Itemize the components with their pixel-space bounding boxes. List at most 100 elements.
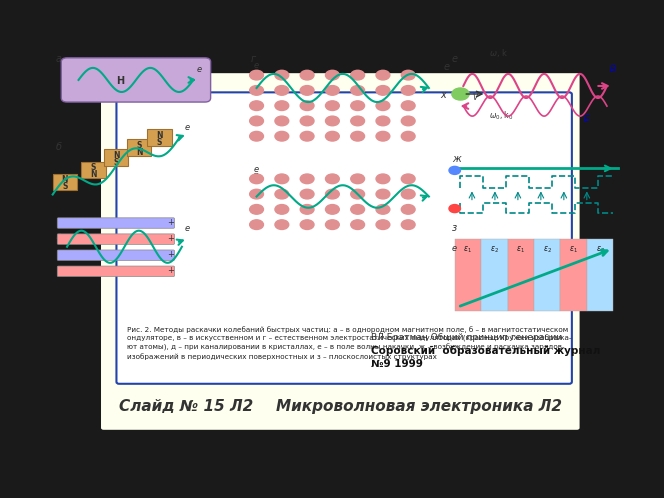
Circle shape — [351, 189, 365, 199]
Bar — [507, 239, 534, 311]
FancyBboxPatch shape — [61, 58, 210, 102]
Circle shape — [250, 131, 264, 141]
Circle shape — [449, 205, 460, 213]
Circle shape — [401, 174, 415, 184]
Circle shape — [300, 131, 314, 141]
Text: ж: ж — [452, 154, 461, 164]
Text: ВЛ Братман Общий принцип генерации: ВЛ Братман Общий принцип генерации — [371, 333, 562, 342]
Circle shape — [401, 131, 415, 141]
Text: S: S — [62, 182, 68, 191]
Text: S: S — [137, 141, 142, 150]
Circle shape — [275, 189, 289, 199]
Circle shape — [300, 174, 314, 184]
Circle shape — [275, 101, 289, 111]
Text: $\omega$, k: $\omega$, k — [489, 47, 509, 59]
Text: N: N — [136, 147, 143, 156]
Text: з: з — [452, 223, 457, 233]
Text: е: е — [197, 65, 201, 74]
Circle shape — [351, 70, 365, 80]
Circle shape — [376, 101, 390, 111]
FancyBboxPatch shape — [52, 174, 77, 191]
FancyBboxPatch shape — [147, 129, 171, 146]
Text: г: г — [251, 54, 256, 64]
Text: x: x — [440, 90, 446, 100]
Text: е: е — [452, 54, 458, 64]
Bar — [560, 239, 587, 311]
Circle shape — [250, 86, 264, 95]
Text: е: е — [444, 62, 450, 72]
Circle shape — [351, 205, 365, 214]
Text: $\varepsilon_2$: $\varepsilon_2$ — [596, 245, 604, 255]
FancyBboxPatch shape — [82, 161, 106, 178]
Circle shape — [376, 174, 390, 184]
Text: д: д — [251, 170, 258, 180]
Circle shape — [275, 205, 289, 214]
Text: N: N — [62, 175, 68, 184]
Circle shape — [325, 205, 339, 214]
Text: $\varepsilon_1$: $\varepsilon_1$ — [517, 245, 525, 255]
FancyBboxPatch shape — [57, 218, 175, 228]
Text: N: N — [113, 151, 120, 160]
Circle shape — [300, 70, 314, 80]
Text: е: е — [185, 224, 190, 233]
FancyBboxPatch shape — [57, 250, 175, 260]
Bar — [481, 239, 507, 311]
Circle shape — [351, 174, 365, 184]
Circle shape — [376, 86, 390, 95]
Text: S: S — [157, 137, 162, 146]
Text: е: е — [452, 244, 457, 253]
Circle shape — [275, 220, 289, 230]
Text: б: б — [56, 142, 62, 152]
Circle shape — [376, 220, 390, 230]
Circle shape — [325, 70, 339, 80]
Circle shape — [376, 189, 390, 199]
Text: $\omega_0$, k$_0$: $\omega_0$, k$_0$ — [489, 109, 514, 122]
Circle shape — [250, 174, 264, 184]
Circle shape — [449, 166, 460, 174]
Circle shape — [325, 131, 339, 141]
Circle shape — [300, 220, 314, 230]
Circle shape — [275, 116, 289, 126]
Circle shape — [452, 88, 469, 100]
Circle shape — [325, 116, 339, 126]
Circle shape — [275, 131, 289, 141]
FancyBboxPatch shape — [57, 266, 175, 276]
Circle shape — [250, 189, 264, 199]
FancyBboxPatch shape — [104, 149, 129, 166]
Text: а: а — [56, 54, 62, 64]
Circle shape — [300, 189, 314, 199]
Circle shape — [250, 220, 264, 230]
Bar — [587, 239, 614, 311]
Text: +: + — [167, 234, 174, 243]
Text: H: H — [116, 76, 124, 86]
Circle shape — [250, 70, 264, 80]
Circle shape — [401, 220, 415, 230]
Circle shape — [250, 116, 264, 126]
Circle shape — [376, 205, 390, 214]
Text: +: + — [167, 250, 174, 259]
Circle shape — [376, 70, 390, 80]
Text: N: N — [156, 131, 163, 140]
Text: Микроволновая электроника Л2: Микроволновая электроника Л2 — [276, 399, 562, 414]
Circle shape — [300, 101, 314, 111]
Circle shape — [351, 116, 365, 126]
Circle shape — [351, 101, 365, 111]
Circle shape — [351, 86, 365, 95]
Bar — [455, 239, 481, 311]
Circle shape — [401, 189, 415, 199]
Circle shape — [401, 101, 415, 111]
Circle shape — [401, 116, 415, 126]
Circle shape — [325, 174, 339, 184]
Text: Соровский  образовательный журнал: Соровский образовательный журнал — [371, 346, 600, 356]
FancyBboxPatch shape — [57, 234, 175, 245]
FancyBboxPatch shape — [127, 139, 151, 156]
Text: е: е — [185, 123, 190, 132]
Circle shape — [300, 116, 314, 126]
Circle shape — [300, 86, 314, 95]
Circle shape — [401, 86, 415, 95]
Text: $\varepsilon_1$: $\varepsilon_1$ — [463, 245, 472, 255]
Circle shape — [250, 101, 264, 111]
Text: №9 1999: №9 1999 — [371, 359, 423, 369]
Circle shape — [325, 101, 339, 111]
Circle shape — [300, 205, 314, 214]
